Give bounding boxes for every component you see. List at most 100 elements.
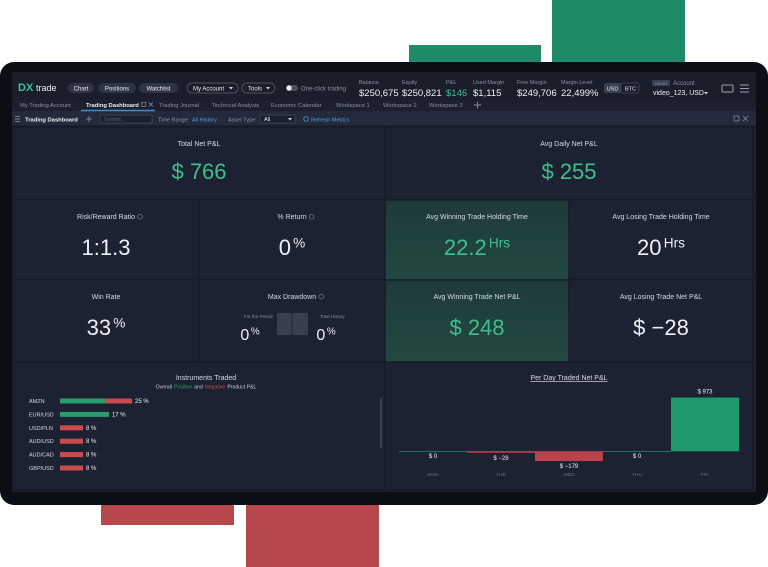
card-label: Total Net P&L xyxy=(178,141,221,148)
button[interactable] xyxy=(139,83,178,93)
menu[interactable] xyxy=(186,82,239,94)
tab[interactable]: Technical Analysis xyxy=(212,103,259,109)
button-label[interactable]: Watchlist xyxy=(146,87,170,93)
bar-segment xyxy=(60,398,107,404)
toggle-label: One-click trading xyxy=(301,87,346,93)
value-label: 8 % xyxy=(86,466,97,472)
value: $ 766 xyxy=(171,159,226,184)
bar xyxy=(535,451,603,462)
currency[interactable]: USD xyxy=(607,87,619,93)
tab[interactable]: My Trading Account xyxy=(20,103,71,109)
icon[interactable] xyxy=(721,84,734,93)
card-value: $ 248 xyxy=(449,315,504,340)
icon xyxy=(742,115,749,122)
value: $ −28 xyxy=(633,315,689,340)
card-label: Avg Losing Trade Net P&L xyxy=(620,294,702,301)
refresh[interactable]: Refresh Metrics xyxy=(311,118,350,124)
logo-text: trade xyxy=(36,83,57,93)
button-label[interactable]: Chart xyxy=(74,87,89,93)
button[interactable] xyxy=(98,83,136,93)
bar-segment xyxy=(106,398,132,404)
value: 22.2 xyxy=(444,235,487,260)
unit: Hrs xyxy=(489,235,510,250)
metric-label: Free Margin xyxy=(517,80,547,86)
unit: % xyxy=(251,326,260,337)
value: 20 xyxy=(637,235,661,260)
asset-select[interactable] xyxy=(259,114,296,124)
info-icon[interactable] xyxy=(308,214,315,220)
card xyxy=(384,199,570,281)
button[interactable] xyxy=(68,83,94,93)
value-label: 8 % xyxy=(86,426,97,432)
card-label: Avg Winning Trade Net P&L xyxy=(433,294,520,301)
menu-label[interactable]: Tools xyxy=(248,87,262,93)
metric-value: $1,115 xyxy=(473,88,501,99)
chart-subtitle: Overall Positive and Negative Product P&L xyxy=(156,385,257,391)
chart-title: Per Day Traded Net P&L xyxy=(530,375,607,382)
bar-segment xyxy=(60,465,84,471)
info-icon[interactable] xyxy=(137,214,143,220)
toolbar-title: Trading Dashboard xyxy=(25,118,78,124)
card-label: Avg Daily Net P&L xyxy=(540,141,598,148)
tab-add[interactable] xyxy=(474,101,481,109)
dropdown-icon xyxy=(229,87,233,90)
x-tick-label: MON xyxy=(427,472,439,478)
metric-label: Used Margin xyxy=(473,80,504,86)
symbol-placeholder: Symbol... xyxy=(104,117,125,123)
card-label: Win Rate xyxy=(92,294,121,301)
menu-label[interactable]: My Account xyxy=(193,87,224,93)
logo-mark: DX xyxy=(18,82,34,94)
category-label: EUR/USD xyxy=(29,412,54,418)
card-value: 22.2 Hrs xyxy=(444,235,510,260)
tab[interactable]: Workspace 3 xyxy=(429,103,463,109)
toggle-knob xyxy=(286,85,292,91)
tab[interactable]: Economic Calendar xyxy=(271,103,322,109)
bar xyxy=(467,451,535,453)
bar-segment xyxy=(60,452,84,458)
sub-label: For the Period xyxy=(244,314,273,319)
category-label: AUD/CAD xyxy=(29,453,54,459)
card xyxy=(198,199,386,281)
unit: Hrs xyxy=(664,235,685,250)
tab[interactable]: Trading Journal xyxy=(159,103,199,109)
unit: % xyxy=(113,315,125,330)
card xyxy=(12,126,386,201)
metric-label: Equity xyxy=(402,80,418,86)
badge xyxy=(652,80,670,86)
tab[interactable]: Workspace 1 xyxy=(336,103,370,109)
metric-value: $146 xyxy=(446,88,467,99)
value-label: $ 973 xyxy=(697,390,713,396)
value-label: 25 % xyxy=(135,399,149,405)
account-value[interactable]: video_123, USD xyxy=(653,90,704,97)
account-label: Account xyxy=(673,81,695,87)
value-label: 8 % xyxy=(86,453,97,459)
value-label: 17 % xyxy=(112,412,126,418)
icon xyxy=(733,115,740,122)
metric-value: $250,675 xyxy=(359,88,399,99)
tab[interactable]: Trading Dashboard xyxy=(86,103,139,109)
tab-icon xyxy=(141,102,147,107)
metric-label: Margin Level xyxy=(561,80,593,86)
card-value: 33% xyxy=(87,315,126,340)
card-label: Avg Losing Trade Holding Time xyxy=(612,214,709,221)
metric-label: P&L xyxy=(446,80,456,86)
tab[interactable]: Workspace 2 xyxy=(383,103,417,109)
badge: DEMO xyxy=(655,81,667,86)
button-label[interactable]: Positions xyxy=(105,87,129,93)
x-tick-label: WED xyxy=(563,472,575,478)
value: 33 xyxy=(87,315,111,340)
value-label: 8 % xyxy=(86,439,97,445)
bar-segment xyxy=(60,438,84,444)
decor-red xyxy=(246,495,379,567)
time-range[interactable]: All History xyxy=(192,118,217,124)
menu[interactable] xyxy=(241,82,276,94)
card-value: $ −28 xyxy=(633,315,689,340)
currency[interactable]: BTC xyxy=(625,87,636,93)
x-tick-label: FRI xyxy=(701,472,709,478)
metric-label: Balance xyxy=(359,80,379,86)
info-icon[interactable] xyxy=(318,294,324,300)
card-value: 1:1.3 xyxy=(82,235,131,260)
symbol-input[interactable] xyxy=(99,114,153,124)
add-icon[interactable] xyxy=(86,116,92,122)
